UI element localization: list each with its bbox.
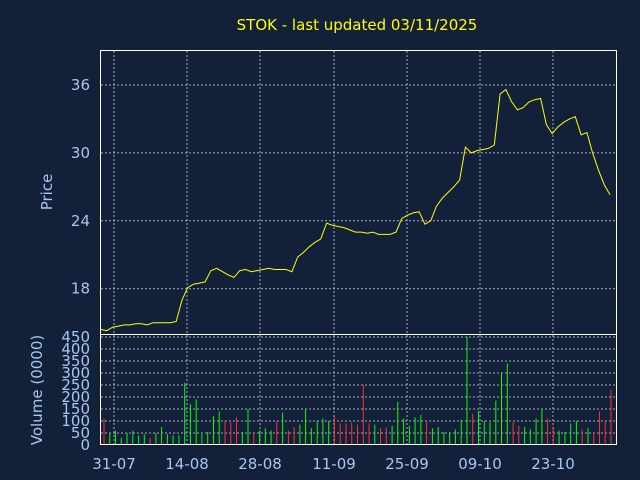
volume-tick-label: 150 (61, 400, 90, 418)
volume-tick-label: 450 (61, 328, 90, 346)
x-tick-label: 14-08 (165, 455, 209, 473)
volume-axis-label: Volume (0000) (28, 335, 46, 445)
price-axis-label: Price (38, 174, 56, 211)
volume-tick-label: 100 (61, 412, 90, 430)
volume-tick-label: 250 (61, 376, 90, 394)
volume-bars (103, 337, 612, 445)
x-tick-label: 28-08 (238, 455, 282, 473)
x-tick-label: 09-10 (458, 455, 502, 473)
volume-tick-label: 200 (61, 388, 90, 406)
price-line (100, 88, 611, 332)
x-tick-label: 31-07 (92, 455, 136, 473)
x-tick-label: 25-09 (385, 455, 429, 473)
x-tick-label: 11-09 (312, 455, 356, 473)
volume-tick-label: 400 (61, 340, 90, 358)
volume-tick-label: 300 (61, 364, 90, 382)
price-grid (101, 51, 616, 334)
price-tick-label: 24 (71, 212, 90, 230)
volume-tick-label: 350 (61, 352, 90, 370)
price-tick-label: 36 (71, 76, 90, 94)
price-tick-label: 30 (71, 144, 90, 162)
chart-title: STOK - last updated 03/11/2025 (237, 16, 478, 34)
volume-tick-label: 50 (71, 424, 90, 442)
volume-panel-frame (100, 334, 617, 445)
price-tick-label: 18 (71, 280, 90, 298)
x-tick-labels: 31-07 14-08 28-08 11-09 25-09 09-10 23-10 (92, 455, 575, 473)
price-tick-labels: 18 24 30 36 (71, 76, 90, 298)
volume-grid (101, 335, 616, 445)
x-tick-label: 23-10 (531, 455, 575, 473)
price-panel-frame (100, 50, 617, 335)
volume-tick-label: 0 (80, 436, 90, 454)
